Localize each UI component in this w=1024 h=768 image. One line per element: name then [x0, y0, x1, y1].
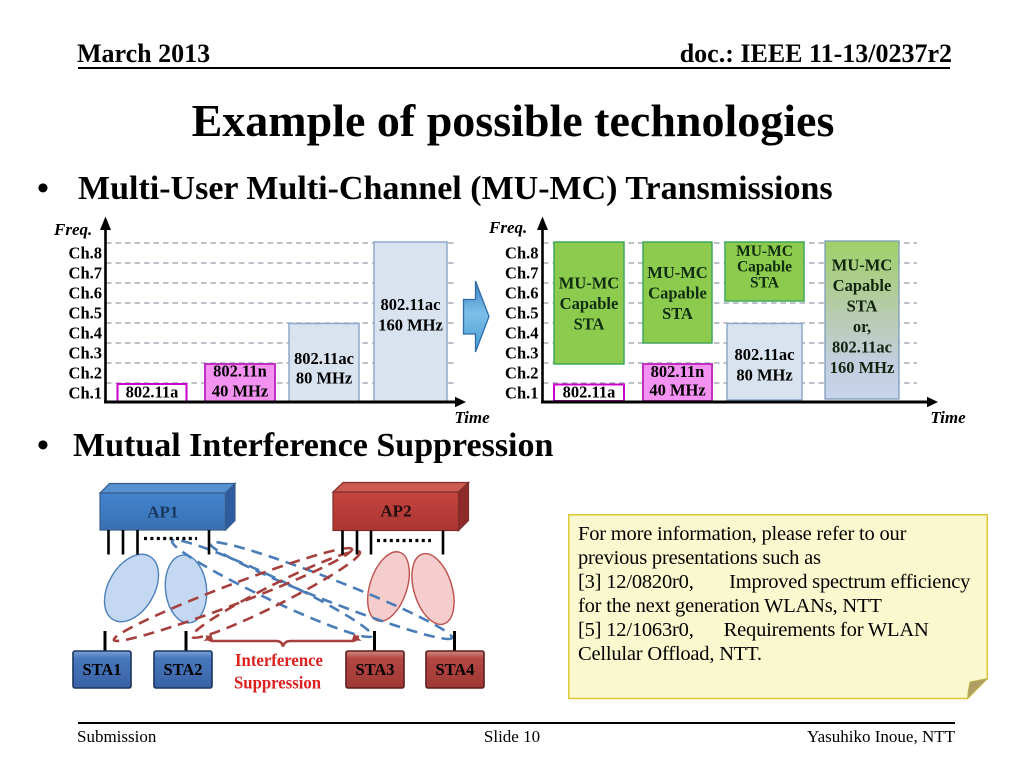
svg-text:STA2: STA2 — [163, 660, 202, 679]
svg-text:160 MHz: 160 MHz — [378, 316, 443, 335]
svg-text:802.11ac: 802.11ac — [734, 345, 794, 364]
svg-text:STA3: STA3 — [355, 660, 394, 679]
svg-text:STA: STA — [574, 315, 605, 334]
svg-text:Capable: Capable — [737, 259, 792, 276]
svg-text:Ch.3: Ch.3 — [69, 344, 102, 363]
svg-text:MU-MC: MU-MC — [559, 274, 619, 293]
svg-text:802.11n: 802.11n — [651, 362, 705, 381]
svg-text:STA4: STA4 — [435, 660, 474, 679]
svg-text:802.11ac: 802.11ac — [832, 338, 892, 357]
svg-text:Interference: Interference — [235, 650, 323, 670]
svg-text:STA: STA — [847, 297, 878, 316]
svg-text:Capable: Capable — [560, 294, 619, 313]
svg-text:Time: Time — [454, 408, 490, 427]
svg-text:Ch.1: Ch.1 — [505, 384, 538, 403]
svg-text:802.11n: 802.11n — [213, 362, 267, 381]
svg-text:MU-MC: MU-MC — [647, 263, 707, 282]
svg-text:Time: Time — [930, 408, 966, 427]
svg-text:Ch.4: Ch.4 — [69, 324, 102, 343]
svg-text:802.11ac: 802.11ac — [380, 295, 440, 314]
svg-text:STA1: STA1 — [82, 660, 121, 679]
svg-text:MU-MC: MU-MC — [832, 256, 892, 275]
svg-text:Ch.7: Ch.7 — [69, 264, 102, 283]
svg-text:AP1: AP1 — [147, 503, 178, 522]
svg-text:160 MHz: 160 MHz — [830, 358, 895, 377]
svg-text:Ch.8: Ch.8 — [69, 244, 102, 263]
svg-text:Ch.5: Ch.5 — [69, 304, 102, 323]
svg-text:40 MHz: 40 MHz — [212, 382, 268, 401]
svg-text:Ch.7: Ch.7 — [505, 264, 538, 283]
svg-text:Ch.2: Ch.2 — [505, 364, 538, 383]
svg-text:Ch.2: Ch.2 — [69, 364, 102, 383]
svg-text:80 MHz: 80 MHz — [296, 369, 352, 388]
svg-text:Ch.1: Ch.1 — [69, 384, 102, 403]
svg-text:80 MHz: 80 MHz — [736, 366, 792, 385]
svg-text:STA: STA — [662, 304, 693, 323]
svg-text:802.11a: 802.11a — [126, 383, 179, 402]
svg-text:40 MHz: 40 MHz — [649, 381, 705, 400]
svg-text:802.11ac: 802.11ac — [294, 349, 354, 368]
svg-text:Capable: Capable — [648, 284, 707, 303]
svg-text:Ch.6: Ch.6 — [69, 284, 102, 303]
svg-text:AP2: AP2 — [380, 502, 411, 521]
svg-text:or,: or, — [853, 317, 871, 336]
svg-text:Ch.5: Ch.5 — [505, 304, 538, 323]
svg-text:Freq.: Freq. — [53, 220, 92, 239]
svg-text:Ch.4: Ch.4 — [505, 324, 538, 343]
svg-text:Ch.3: Ch.3 — [505, 344, 538, 363]
svg-text:802.11a: 802.11a — [563, 383, 616, 402]
svg-text:Suppression: Suppression — [234, 673, 321, 693]
svg-text:Ch.8: Ch.8 — [505, 244, 538, 263]
svg-text:MU-MC: MU-MC — [736, 243, 793, 260]
svg-text:Freq.: Freq. — [488, 218, 527, 237]
svg-text:Ch.6: Ch.6 — [505, 284, 538, 303]
svg-text:Capable: Capable — [833, 276, 892, 295]
svg-text:STA: STA — [750, 275, 780, 292]
